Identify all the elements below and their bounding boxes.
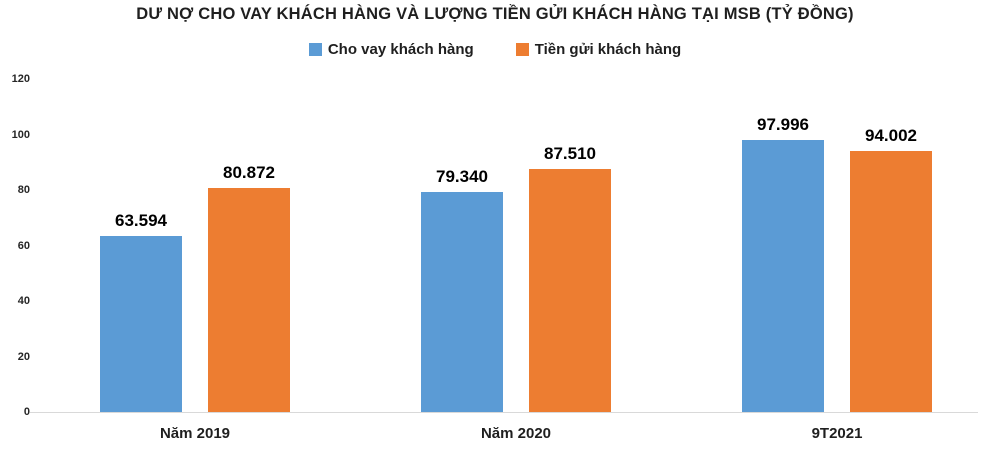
x-axis-category-label: Năm 2019 bbox=[159, 425, 231, 442]
y-axis-tick-label: 0 bbox=[23, 406, 30, 418]
bar-cho-vay bbox=[742, 140, 824, 412]
x-axis-category-label: Năm 2020 bbox=[480, 425, 552, 442]
chart-legend: Cho vay khách hàng Tiền gửi khách hàng bbox=[0, 41, 990, 58]
bar-value-label: 87.510 bbox=[544, 144, 596, 164]
y-axis-tick-label: 20 bbox=[17, 350, 30, 363]
legend-label: Tiền gửi khách hàng bbox=[534, 41, 682, 58]
bar-tien-gui bbox=[850, 151, 932, 412]
legend-label: Cho vay khách hàng bbox=[327, 41, 474, 58]
y-axis-tick-label: 100 bbox=[11, 128, 30, 141]
y-axis-tick-label: 80 bbox=[17, 184, 30, 196]
y-axis-tick-label: 40 bbox=[17, 295, 30, 307]
bar-cho-vay bbox=[100, 235, 182, 412]
x-axis-category-label: 9T2021 bbox=[811, 425, 863, 442]
bar-tien-gui bbox=[529, 169, 611, 412]
bar-value-label: 80.872 bbox=[223, 162, 275, 182]
bar-tien-gui bbox=[208, 187, 290, 412]
legend-color-swatch-icon bbox=[515, 43, 529, 56]
chart-title: DƯ NỢ CHO VAY KHÁCH HÀNG VÀ LƯỢNG TIỀN G… bbox=[136, 5, 854, 23]
legend-item-tien-gui: Tiền gửi khách hàng bbox=[515, 41, 682, 58]
y-axis-tick-label: 60 bbox=[17, 239, 30, 252]
y-axis-tick-label: 120 bbox=[11, 73, 30, 85]
legend-item-cho-vay: Cho vay khách hàng bbox=[308, 41, 474, 58]
x-axis-line bbox=[30, 412, 978, 413]
bar-value-label: 79.340 bbox=[436, 166, 488, 186]
bar-cho-vay bbox=[421, 191, 503, 412]
bar-value-label: 94.002 bbox=[865, 126, 917, 146]
legend-color-swatch-icon bbox=[308, 43, 322, 56]
bar-value-label: 97.996 bbox=[757, 115, 809, 135]
bar-value-label: 63.594 bbox=[115, 210, 167, 230]
